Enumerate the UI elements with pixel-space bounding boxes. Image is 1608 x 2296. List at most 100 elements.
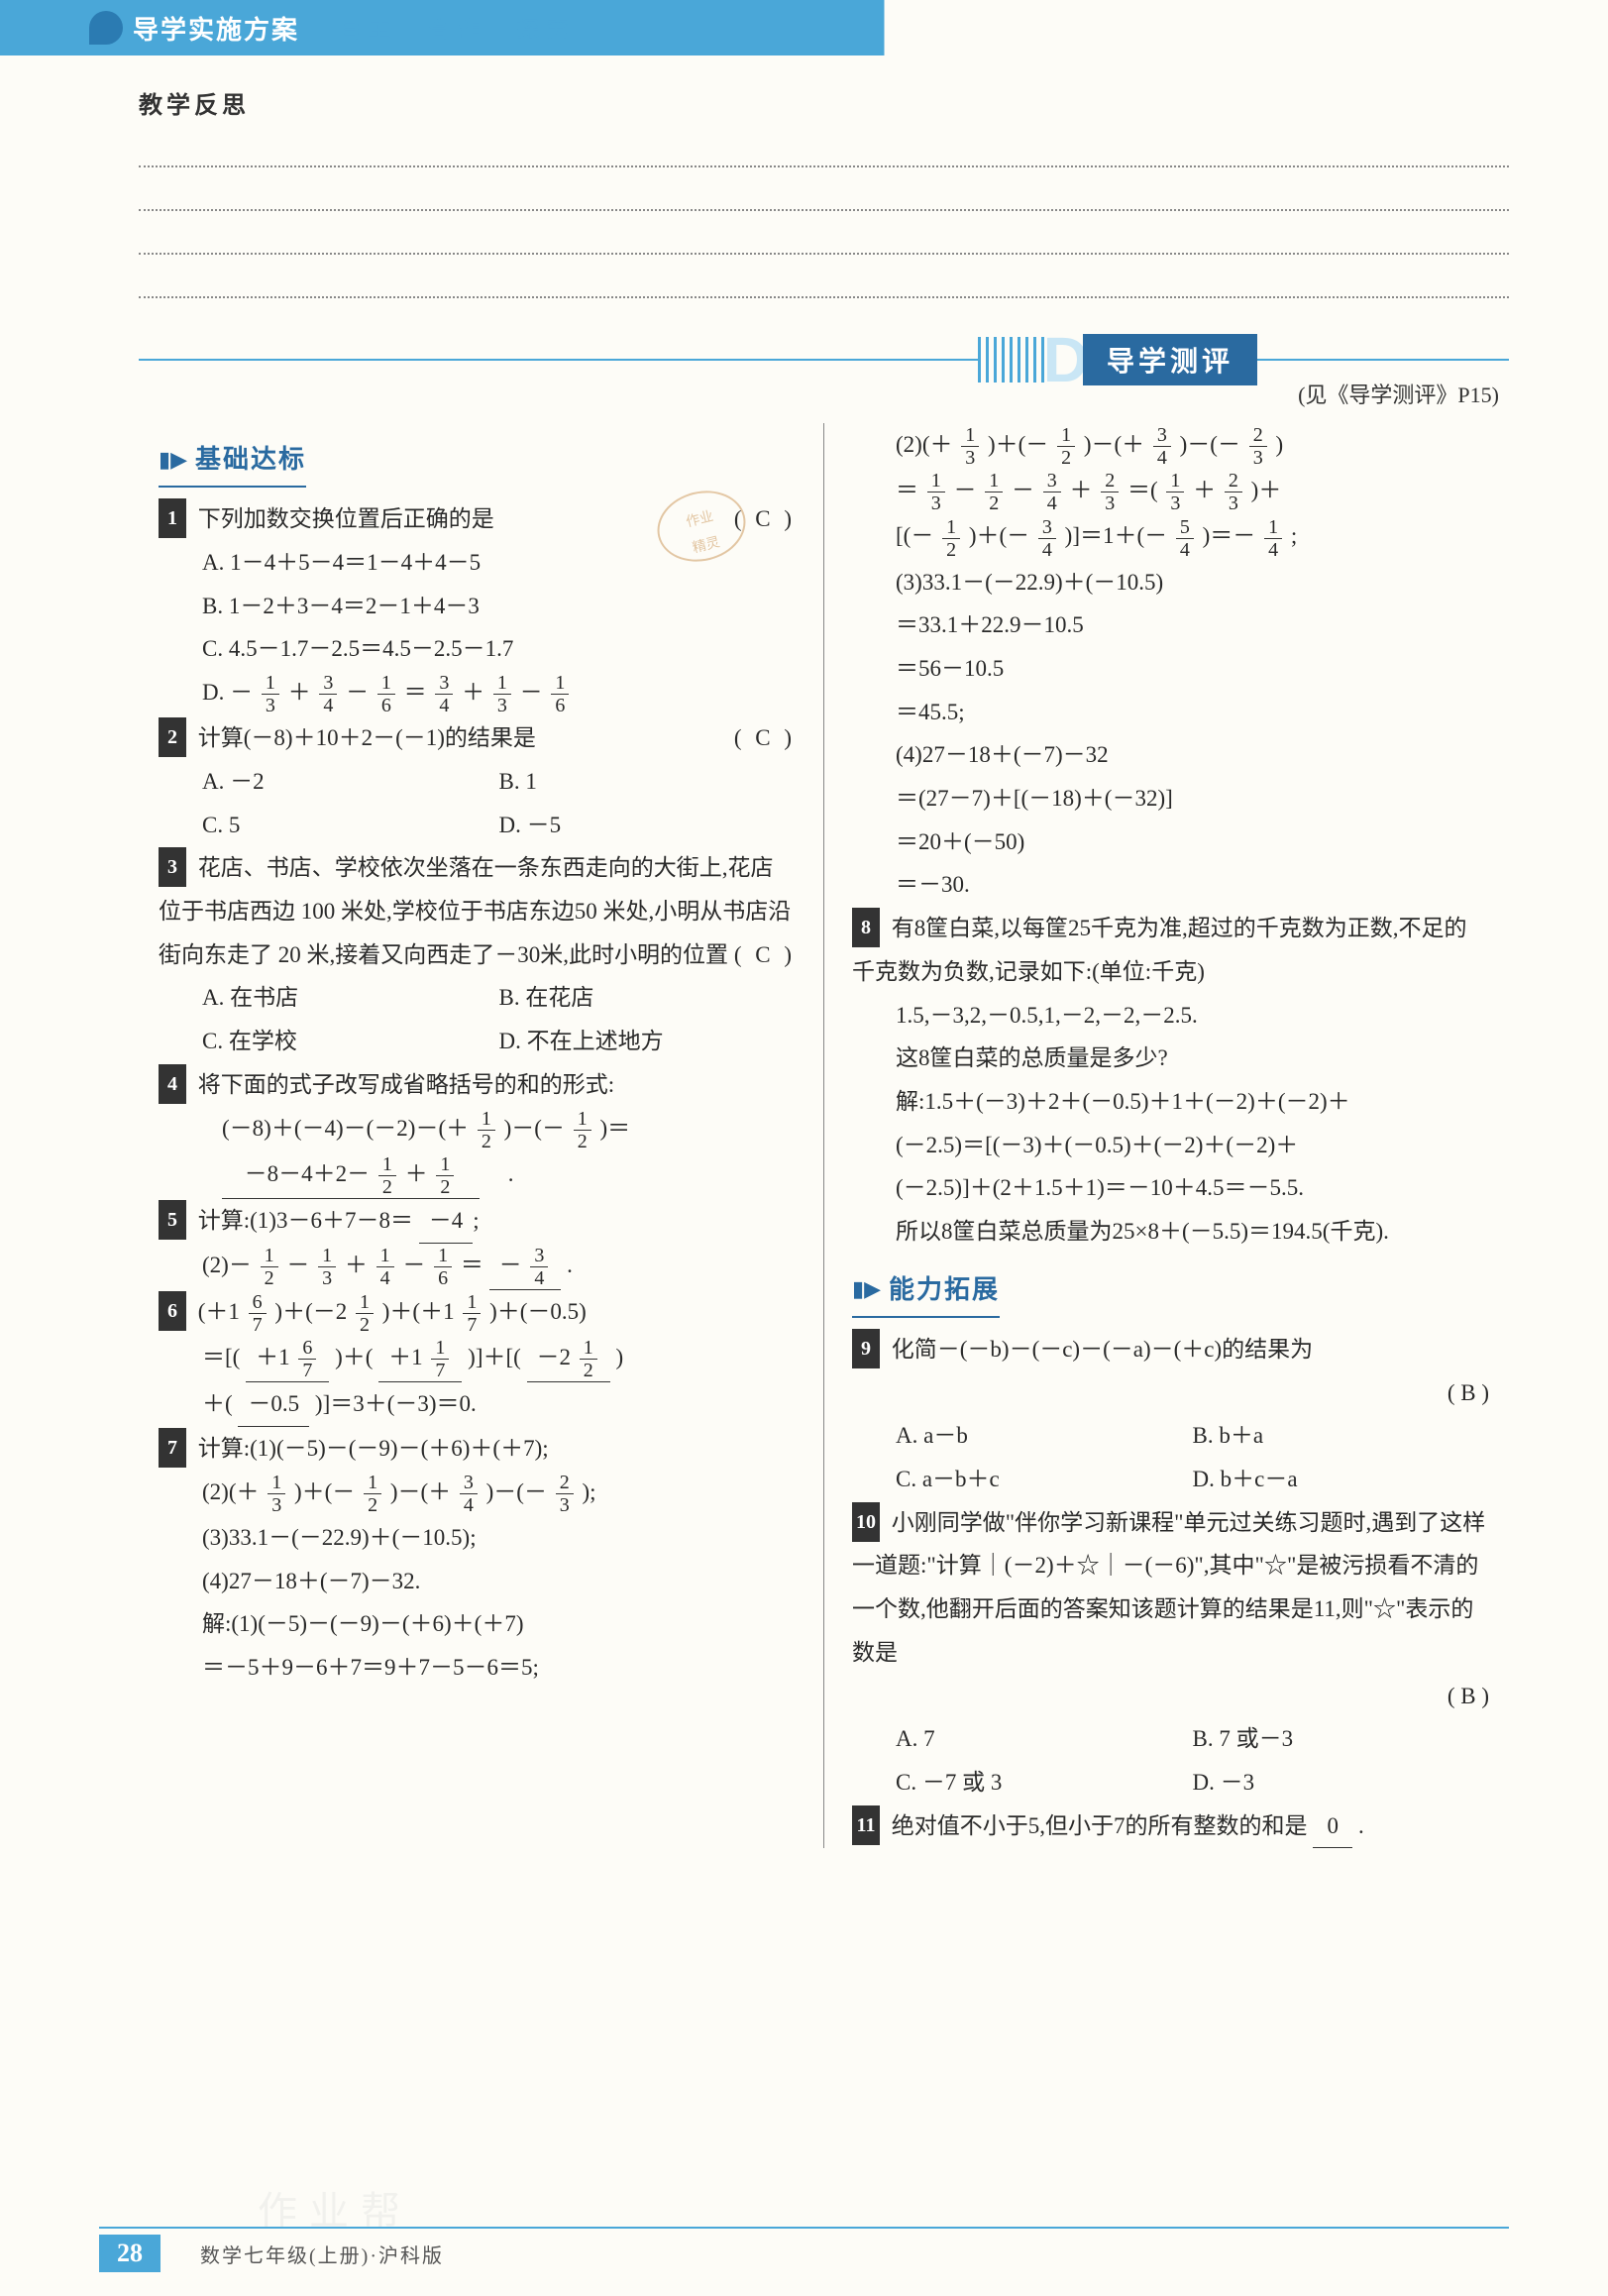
q2-a: A. －2: [202, 760, 499, 804]
write-line: [139, 259, 1509, 298]
q8-ask: 这8筐白菜的总质量是多少?: [852, 1037, 1489, 1080]
r7-l4: (3)33.1－(－22.9)＋(－10.5): [852, 561, 1489, 604]
q10-d: D. －3: [1193, 1761, 1490, 1804]
txt: ＋: [1193, 478, 1216, 502]
two-column-layout: ▮▶ 基础达标 作业精灵 1 下列加数交换位置后正确的是 ( C ) A. 1－…: [139, 423, 1509, 1848]
page: 导学实施方案 自主 合作 探究 教学反思 D 导学测评 (见《导学测评》P15)…: [0, 0, 1608, 2296]
section-title: 导学测评: [1083, 334, 1257, 385]
txt: ＋: [288, 680, 311, 705]
footer: 28 数学七年级(上册)·沪科版: [99, 2227, 1509, 2272]
q1-stem: 下列加数交换位置后正确的是: [198, 506, 494, 531]
fraction: 23: [1101, 470, 1119, 514]
txt: ＝: [461, 1253, 483, 1277]
write-line: [139, 128, 1509, 167]
txt: )＋: [1251, 478, 1282, 502]
txt: )＋(－: [294, 1479, 355, 1504]
q5-part2: (2)－ 12 － 13 ＋ 14 － 16 ＝ － 34 .: [159, 1244, 796, 1290]
fraction: 34: [530, 1245, 548, 1289]
txt: －: [286, 1253, 309, 1277]
q10-b: B. 7 或－3: [1193, 1717, 1490, 1761]
txt: ＝: [404, 680, 427, 705]
txt: －: [520, 680, 543, 705]
q9-b: B. b＋a: [1193, 1414, 1490, 1458]
question-4: 4 将下面的式子改写成省略括号的和的形式: (－8)＋(－4)－(－2)－(＋ …: [159, 1063, 796, 1199]
txt: ＋: [405, 1161, 428, 1186]
question-7: 7 计算:(1)(－5)－(－9)－(＋6)＋(＋7); (2)(＋ 13 )＋…: [159, 1427, 796, 1690]
q2-answer: ( C ): [734, 716, 796, 760]
question-number: 10: [852, 1502, 880, 1542]
r7-l5: ＝33.1＋22.9－10.5: [852, 603, 1489, 647]
q5-stem: 计算:(1)3－6＋7－8＝: [198, 1208, 413, 1233]
question-10: 10 小刚同学做"伴你学习新课程"单元过关练习题时,遇到了这样一道题:"计算｜(…: [852, 1501, 1489, 1804]
fraction: 14: [1264, 516, 1282, 561]
question-9: 9 化简－(－b)－(－c)－(－a)－(＋c)的结果为 ( B ) A. a－…: [852, 1328, 1489, 1501]
txt: －: [346, 680, 369, 705]
fraction: 12: [364, 1472, 381, 1516]
q8-data: 1.5,－3,2,－0.5,1,－2,－2,－2.5.: [852, 994, 1489, 1038]
q1-opt-c: C. 4.5－1.7－2.5＝4.5－2.5－1.7: [159, 627, 796, 671]
question-number: 1: [159, 498, 186, 538]
question-number: 4: [159, 1064, 186, 1104]
question-number: 3: [159, 847, 186, 887]
subheading-text: 能力拓展: [889, 1265, 1000, 1314]
left-column: ▮▶ 基础达标 作业精灵 1 下列加数交换位置后正确的是 ( C ) A. 1－…: [139, 423, 824, 1848]
txt: )＋(＋1: [382, 1299, 455, 1324]
fraction: 13: [927, 470, 945, 514]
txt: )－(－: [1180, 432, 1240, 457]
question-number: 8: [852, 908, 880, 947]
fraction: 13: [268, 1472, 285, 1516]
txt: )＋(: [335, 1345, 373, 1369]
q2-row2: C. 5 D. －5: [159, 804, 796, 847]
reflection-block: 教学反思: [139, 85, 1509, 298]
question-3: 3 花店、书店、学校依次坐落在一条东西走向的大街上,花店位于书店西边 100 米…: [159, 846, 796, 1062]
q4-stem: 将下面的式子改写成省略括号的和的形式:: [198, 1072, 614, 1097]
txt: (2)－: [202, 1253, 252, 1277]
q8-s2: (－2.5)＝[(－3)＋(－0.5)＋(－2)＋(－2)＋: [852, 1124, 1489, 1167]
q7-p2: (2)(＋ 13 )＋(－ 12 )－(＋ 34 )－(－ 23 );: [159, 1471, 796, 1516]
blank: －2 12: [527, 1336, 610, 1382]
txt: ＋1: [256, 1345, 295, 1369]
txt: .: [567, 1253, 573, 1277]
fraction: 54: [1176, 516, 1194, 561]
fraction: 34: [1153, 424, 1171, 469]
txt: －: [954, 478, 977, 502]
fraction: 34: [1043, 470, 1061, 514]
question-8: 8 有8筐白菜,以每筐25千克为准,超过的千克数为正数,不足的千克数为负数,记录…: [852, 907, 1489, 1254]
blank: ＋1 67: [246, 1336, 329, 1382]
q9-stem: 化简－(－b)－(－c)－(－a)－(＋c)的结果为: [892, 1337, 1313, 1362]
blank: －0.5: [238, 1382, 309, 1427]
fraction: 34: [319, 672, 337, 716]
txt: )]＝1＋(－: [1065, 523, 1167, 548]
r7-l6: ＝56－10.5: [852, 647, 1489, 691]
blank-answer: －4: [419, 1199, 474, 1244]
q8-s3: (－2.5)]＋(2＋1.5＋1)＝－10＋4.5＝－5.5.: [852, 1166, 1489, 1210]
fraction: 13: [262, 672, 279, 716]
r7-2-l2: ＝ 13 － 12 － 34 ＋ 23 ＝( 13 ＋ 23 )＋: [852, 469, 1489, 514]
txt: (2)(＋: [896, 432, 952, 457]
txt: ＋: [462, 680, 484, 705]
q7-p3: (3)33.1－(－22.9)＋(－10.5);: [159, 1516, 796, 1560]
question-number: 7: [159, 1428, 186, 1468]
section-divider: D 导学测评: [139, 328, 1509, 391]
q9-c: C. a－b＋c: [896, 1458, 1193, 1501]
txt: )－(＋: [1084, 432, 1144, 457]
fraction: 12: [261, 1245, 278, 1289]
r7-l7: ＝45.5;: [852, 691, 1489, 734]
question-number: 11: [852, 1805, 880, 1845]
fraction: 13: [1166, 470, 1184, 514]
content-area: 教学反思 D 导学测评 (见《导学测评》P15) ▮▶ 基础达标 作业精灵: [0, 55, 1608, 1848]
q11-stem: 绝对值不小于5,但小于7的所有整数的和是: [892, 1813, 1308, 1838]
q2-c: C. 5: [202, 804, 499, 847]
txt: )＋(－2: [274, 1299, 347, 1324]
q4-answer-line: －8－4＋2－ 12 ＋ 12 .: [159, 1152, 796, 1199]
q6-line3: ＋( －0.5 )]＝3＋(－3)＝0.: [159, 1382, 796, 1427]
q8-s1: 解:1.5＋(－3)＋2＋(－0.5)＋1＋(－2)＋(－2)＋: [852, 1080, 1489, 1124]
txt: )＝－: [1203, 523, 1256, 548]
q9-a: A. a－b: [896, 1414, 1193, 1458]
r7-2-l3: [(－ 12 )＋(－ 34 )]＝1＋(－ 54 )＝－ 14 ;: [852, 514, 1489, 560]
stripe-icon: [978, 337, 1047, 383]
q7-sol1a: 解:(1)(－5)－(－9)－(＋6)＋(＋7): [159, 1602, 796, 1646]
fraction: 12: [580, 1337, 597, 1381]
q6-line2: ＝[( ＋1 67 )＋( ＋1 17 )]＋[( －2 12 ): [159, 1336, 796, 1382]
txt: ＝(: [1127, 478, 1158, 502]
